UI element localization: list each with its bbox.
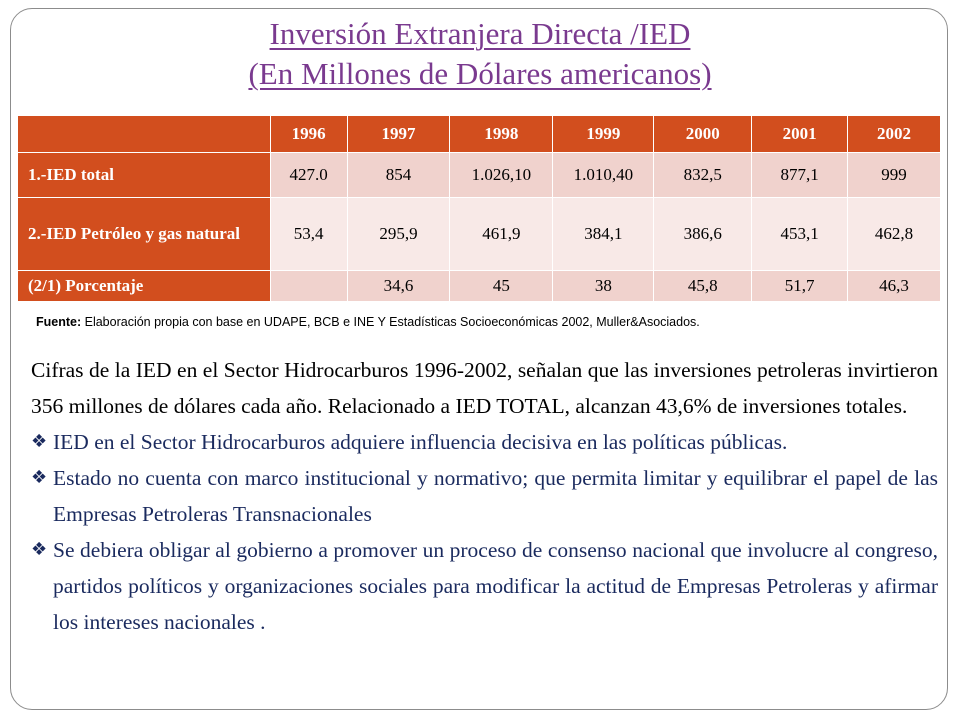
table-cell: 877,1: [751, 152, 849, 198]
table-cell: 45: [449, 270, 554, 302]
table-cell: [269, 270, 348, 302]
table-cell: 461,9: [449, 197, 554, 271]
diamond-bullet-icon: ❖: [31, 431, 48, 452]
table-cell: 34,6: [346, 270, 451, 302]
header-cell-1998: 1998: [449, 115, 554, 153]
table-cell: 386,6: [653, 197, 753, 271]
list-item: ❖ IED en el Sector Hidrocarburos adquier…: [31, 424, 938, 460]
diamond-bullet-icon: ❖: [31, 467, 48, 488]
ied-table: 1996 1997 1998 1999 2000 2001 2002 1.-IE…: [17, 115, 941, 302]
table-cell: 46,3: [847, 270, 941, 302]
table-cell: 38: [552, 270, 655, 302]
bullet-text: Estado no cuenta con marco institucional…: [53, 466, 938, 526]
row-label: 2.-IED Petróleo y gas natural: [17, 197, 271, 271]
table-cell: 45,8: [653, 270, 753, 302]
bullet-list: ❖ IED en el Sector Hidrocarburos adquier…: [31, 424, 938, 640]
title-line-1: Inversión Extranjera Directa /IED: [269, 16, 691, 51]
table-header-row: 1996 1997 1998 1999 2000 2001 2002: [17, 115, 941, 153]
table-cell: 832,5: [653, 152, 753, 198]
table-cell: 53,4: [269, 197, 348, 271]
header-cell-2002: 2002: [847, 115, 941, 153]
source-text: Elaboración propia con base en UDAPE, BC…: [81, 315, 700, 329]
table-cell: 51,7: [751, 270, 849, 302]
bullet-text: Se debiera obligar al gobierno a promove…: [53, 538, 938, 634]
header-cell-1999: 1999: [552, 115, 655, 153]
row-label: 1.-IED total: [17, 152, 271, 198]
table-cell: 453,1: [751, 197, 849, 271]
header-cell-empty: [17, 115, 271, 153]
header-cell-2001: 2001: [751, 115, 849, 153]
diamond-bullet-icon: ❖: [31, 539, 48, 560]
table-row: 2.-IED Petróleo y gas natural 53,4 295,9…: [17, 197, 941, 271]
table-cell: 1.026,10: [449, 152, 554, 198]
slide-title: Inversión Extranjera Directa /IED (En Mi…: [0, 14, 960, 94]
table-cell: 462,8: [847, 197, 941, 271]
header-cell-2000: 2000: [653, 115, 753, 153]
intro-paragraph: Cifras de la IED en el Sector Hidrocarbu…: [31, 358, 938, 418]
table-row: (2/1) Porcentaje 34,6 45 38 45,8 51,7 46…: [17, 270, 941, 302]
source-note: Fuente: Elaboración propia con base en U…: [36, 315, 700, 329]
table-cell: 1.010,40: [552, 152, 655, 198]
bullet-text: IED en el Sector Hidrocarburos adquiere …: [53, 430, 788, 454]
table-cell: 427.0: [269, 152, 348, 198]
table-cell: 854: [346, 152, 451, 198]
slide-body: Cifras de la IED en el Sector Hidrocarbu…: [31, 352, 938, 640]
header-cell-1996: 1996: [269, 115, 348, 153]
table-cell: 295,9: [346, 197, 451, 271]
list-item: ❖ Se debiera obligar al gobierno a promo…: [31, 532, 938, 640]
row-label: (2/1) Porcentaje: [17, 270, 271, 302]
table-row: 1.-IED total 427.0 854 1.026,10 1.010,40…: [17, 152, 941, 198]
list-item: ❖ Estado no cuenta con marco institucion…: [31, 460, 938, 532]
table-cell: 999: [847, 152, 941, 198]
header-cell-1997: 1997: [346, 115, 451, 153]
table-cell: 384,1: [552, 197, 655, 271]
title-line-2: (En Millones de Dólares americanos): [248, 56, 712, 91]
source-label: Fuente:: [36, 315, 82, 329]
